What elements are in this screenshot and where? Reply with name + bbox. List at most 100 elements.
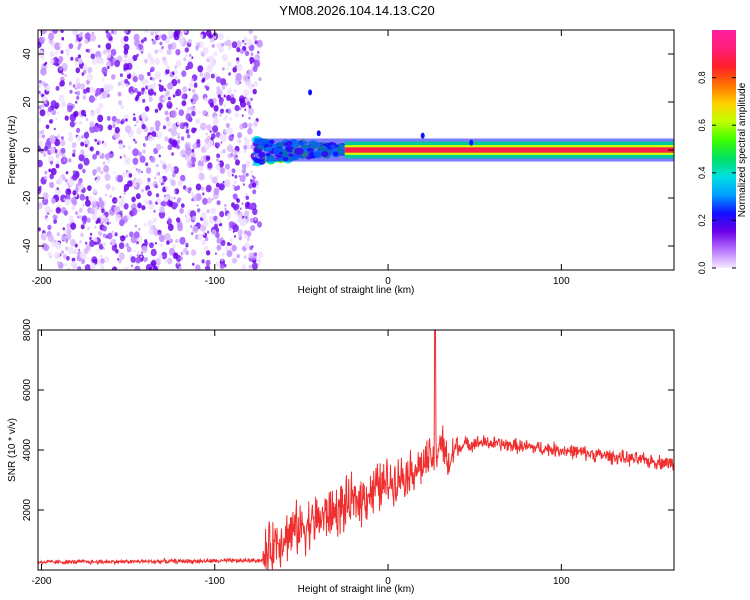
spectrogram-noise-blob [72,30,79,36]
spectrogram-noise-blob [244,139,250,146]
spectrogram-noise-blob [191,78,194,82]
spectrogram-noise-blob [56,187,59,191]
spectrogram-noise-blob [181,94,186,100]
spectrogram-noise-blob [154,163,158,167]
spectrogram-noise-blob [158,254,163,260]
spectrogram-noise-blob [93,188,97,194]
spectrogram-noise-blob [120,104,124,110]
spectrogram-noise-blob [44,170,48,175]
spectrogram-noise-blob [90,232,93,236]
spectrogram-noise-blob [54,149,58,153]
spectrogram-noise-blob [169,238,173,244]
spectrogram-noise-blob [188,82,194,88]
spectrogram-noise-blob [134,141,137,144]
colorbar-tick-label: 0.4 [697,167,707,180]
spectrogram-noise-blob [101,90,108,99]
spectrogram-noise-blob [83,88,88,94]
spectrogram-noise-blob [172,94,176,98]
spectrogram-noise-blob [111,186,116,192]
spectrogram-noise-blob [159,41,163,46]
spectrogram-noise-blob [213,51,218,57]
spectrogram-noise-blob [56,232,60,237]
spectrogram-noise-blob [226,250,233,258]
spectrogram-noise-blob [69,121,75,128]
spectrogram-noise-blob [109,195,112,198]
spectrogram-noise-blob [141,188,145,193]
spectrogram-noise-blob [162,163,167,170]
spectrogram-noise-blob [59,66,63,71]
spectrogram-noise-blob [112,57,117,63]
spectrogram-noise-blob [50,167,57,176]
spectrogram-noise-blob [249,56,255,63]
spectrogram-noise-blob [167,218,172,224]
spectrogram-noise-blob [60,30,64,33]
spectrogram-noise-blob [149,57,155,65]
spectrogram-noise-blob [165,185,169,191]
spectrogram-noise-blob [231,173,234,177]
spectrogram-noise-blob [227,61,232,67]
spectrogram-noise-blob [135,94,140,100]
spectrogram-noise-blob [61,100,67,108]
spectrogram-noise-blob [174,30,181,36]
spectrogram-noise-blob [213,105,219,112]
spectrogram-noise-blob [220,78,227,86]
spectrogram-noise-blob [148,134,154,142]
spectrogram-noise-blob [98,231,103,237]
spectrogram-noise-blob [175,59,182,68]
spectrogram-noise-blob [138,43,143,50]
spectrogram-noise-blob [224,115,228,119]
spectrogram-noise-blob [254,217,257,221]
spectrogram-noise-blob [127,145,131,150]
spectrogram-noise-blob [77,54,81,59]
spectrogram-y-label: Frequency (Hz) [7,116,18,185]
spectrogram-noise-blob [125,83,129,87]
spectrogram-noise-blob [229,153,234,158]
spectrogram-noise-blob [75,67,81,74]
spectrogram-noise-blob [191,149,195,153]
spectrogram-noise-blob [49,136,56,144]
spectrogram-noise-blob [252,120,259,128]
spectrogram-noise-blob [202,192,205,196]
spectrogram-noise-blob [154,49,158,54]
spectrogram-noise-blob [226,39,232,47]
spectrogram-noise-blob [181,100,187,107]
spectrogram-noise-blob [256,39,263,48]
spectrogram-noise-blob [239,81,242,84]
spectrogram-noise-blob [241,264,246,270]
spectrogram-noise-blob [147,219,154,228]
spectrogram-noise-blob [91,201,97,208]
spectrogram-noise-blob [186,134,191,139]
spectrogram-noise-blob [239,207,242,211]
y-tick-label: 4000 [22,438,33,461]
spectrogram-noise-blob [253,176,256,180]
spectrogram-noise-blob [227,242,231,246]
spectrogram-noise-blob [178,109,184,116]
spectrogram-noise-blob [250,97,253,101]
spectrogram-noise-blob [106,32,112,39]
spectrogram-noise-blob [89,208,95,215]
spectrogram-noise-blob [219,167,226,174]
spectrogram-noise-blob [118,242,125,250]
spectrogram-noise-blob [76,95,80,100]
spectrogram-noise-blob [133,165,136,168]
spectrogram-noise-blob [215,164,221,170]
spectrogram-noise-blob [231,244,237,252]
spectrogram-noise-blob [175,88,182,97]
spectrogram-noise-blob [130,256,136,263]
spectrogram-noise-blob [49,181,55,189]
spectrogram-noise-blob [54,215,58,220]
spectrogram-noise-blob [234,104,240,112]
spectrogram-noise-blob [154,58,160,65]
spectrogram-noise-blob [202,231,206,236]
spectrogram-noise-blob [243,36,248,42]
spectrogram-noise-blob [54,251,61,260]
spectrogram-noise-blob [144,239,148,244]
spectrogram-noise-blob [164,259,168,263]
spectrogram-noise-blob [132,75,138,83]
spectrogram-noise-blob [131,196,136,203]
spectrogram-noise-blob [137,202,142,209]
spectrogram-noise-blob [176,217,181,223]
spectrogram-noise-blob [56,177,63,185]
spectrogram-noise-blob [158,231,161,236]
spectrogram-noise-blob [46,217,49,222]
